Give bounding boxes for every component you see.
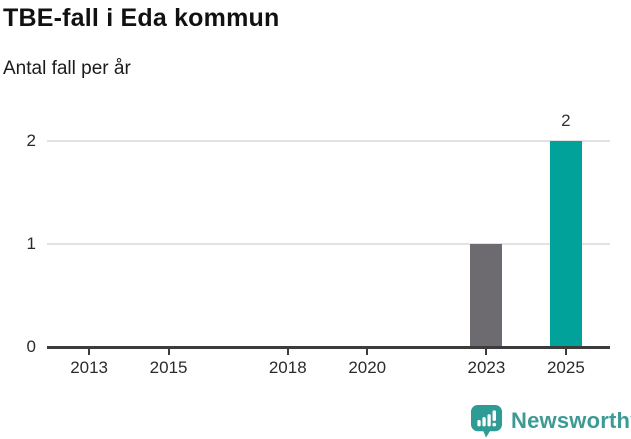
chart-title: TBE-fall i Eda kommun: [3, 4, 280, 32]
x-axis-tick: [564, 349, 567, 355]
x-axis-tick: [167, 349, 170, 355]
x-axis-tick: [286, 349, 289, 355]
x-axis-tick-label: 2013: [70, 358, 109, 377]
x-axis-tick: [485, 349, 488, 355]
x-axis-tick-label: 2018: [268, 358, 307, 377]
bar-2023: [470, 244, 503, 347]
x-axis-line: [47, 346, 610, 349]
bar-2025: [549, 141, 582, 347]
x-axis-tick-label: 2023: [467, 358, 506, 377]
x-axis-tick: [88, 349, 91, 355]
newsworthy-chart-bubble-icon: [470, 404, 503, 437]
brand-logo: Newsworthy: [470, 403, 631, 438]
gridline: [47, 140, 610, 142]
y-axis-tick-label: 2: [26, 131, 36, 150]
x-axis-tick: [366, 349, 369, 355]
x-axis-tick-label: 2020: [348, 358, 387, 377]
x-axis-tick-label: 2025: [546, 358, 585, 377]
gridline: [47, 243, 610, 245]
y-axis-tick-label: 1: [26, 234, 36, 253]
y-axis-tick-label: 0: [26, 337, 36, 356]
bar-value-label: 2: [561, 111, 571, 130]
chart-subtitle: Antal fall per år: [3, 58, 131, 79]
x-axis-tick-label: 2015: [149, 358, 188, 377]
brand-name: Newsworthy: [511, 407, 631, 433]
